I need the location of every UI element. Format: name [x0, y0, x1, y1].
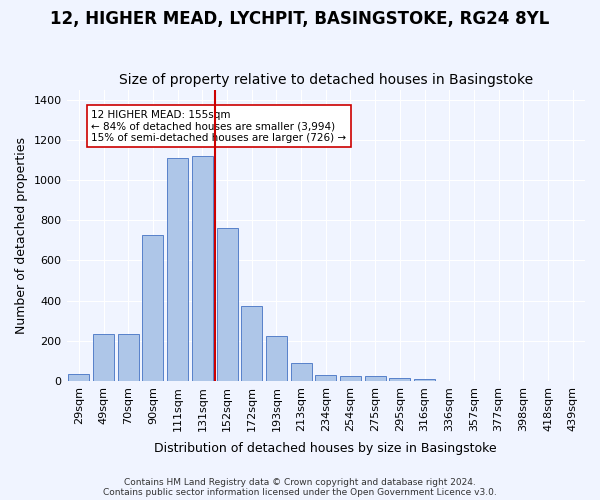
Bar — [389, 378, 410, 381]
Bar — [118, 334, 139, 381]
Y-axis label: Number of detached properties: Number of detached properties — [15, 137, 28, 334]
X-axis label: Distribution of detached houses by size in Basingstoke: Distribution of detached houses by size … — [154, 442, 497, 455]
Bar — [290, 363, 311, 381]
Bar — [192, 156, 213, 381]
Bar — [241, 306, 262, 381]
Title: Size of property relative to detached houses in Basingstoke: Size of property relative to detached ho… — [119, 73, 533, 87]
Bar — [315, 375, 336, 381]
Bar — [68, 374, 89, 381]
Text: 12, HIGHER MEAD, LYCHPIT, BASINGSTOKE, RG24 8YL: 12, HIGHER MEAD, LYCHPIT, BASINGSTOKE, R… — [50, 10, 550, 28]
Bar — [167, 158, 188, 381]
Bar — [365, 376, 386, 381]
Text: Contains HM Land Registry data © Crown copyright and database right 2024.
Contai: Contains HM Land Registry data © Crown c… — [103, 478, 497, 497]
Bar — [142, 236, 163, 381]
Text: 12 HIGHER MEAD: 155sqm
← 84% of detached houses are smaller (3,994)
15% of semi-: 12 HIGHER MEAD: 155sqm ← 84% of detached… — [91, 110, 346, 143]
Bar — [414, 379, 435, 381]
Bar — [266, 336, 287, 381]
Bar — [340, 376, 361, 381]
Bar — [217, 228, 238, 381]
Bar — [93, 334, 114, 381]
